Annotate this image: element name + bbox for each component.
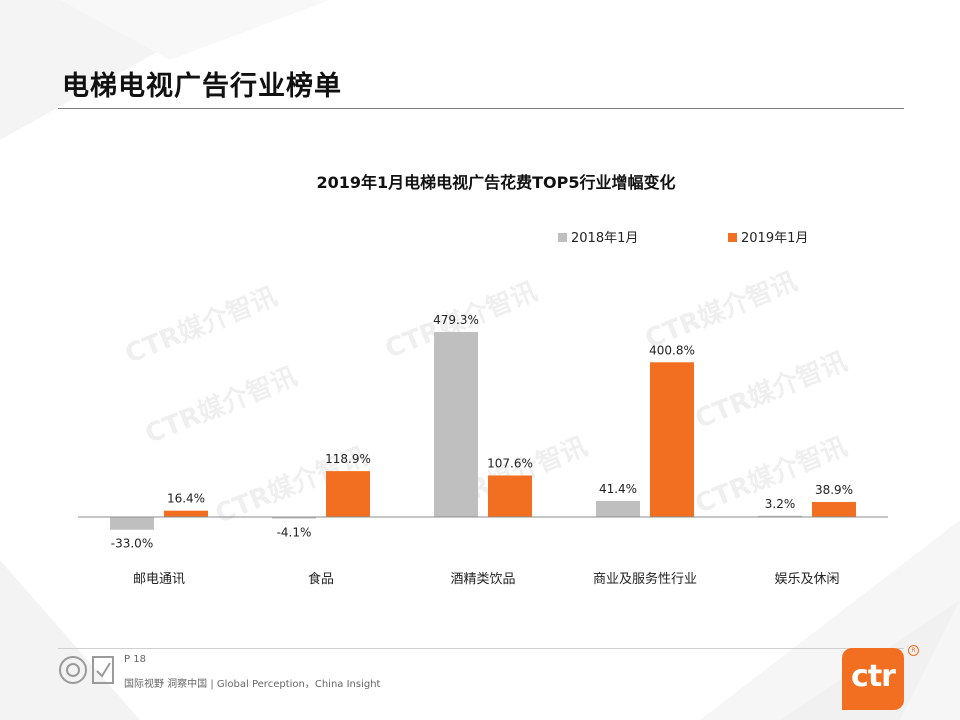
bar-2018-1 xyxy=(272,517,316,519)
bar-2018-3 xyxy=(596,501,640,517)
bar-2018-4 xyxy=(758,515,802,517)
chart-labels: -33.0% 16.4% 邮电通讯 -4.1% 118.9% 食品 479.3% 107.6%… xyxy=(111,313,853,587)
bar-chart: 2019年1月电梯电视广告花费TOP5行业增幅变化 2018年1月 2019年1月… xyxy=(78,173,888,587)
chart-legend: 2018年1月 2019年1月 xyxy=(558,231,808,246)
category-label: 酒精类饮品 xyxy=(450,572,515,587)
page-title: 电梯电视广告行业榜单 xyxy=(62,71,342,102)
chart-title: 2019年1月电梯电视广告花费TOP5行业增幅变化 xyxy=(316,173,675,192)
bar-2019-4 xyxy=(812,501,856,517)
bar-2018-0 xyxy=(110,517,154,530)
bar-2019-1 xyxy=(326,471,370,517)
category-label: 邮电通讯 xyxy=(133,572,185,587)
data-label: 41.4% xyxy=(599,482,637,496)
legend-label: 2018年1月 xyxy=(571,231,638,246)
footer-tagline: 国际视野 洞察中国 | Global Perception，China Insi… xyxy=(124,679,381,690)
data-label: 38.9% xyxy=(815,483,853,497)
bar-2018-2 xyxy=(434,331,478,517)
category-label: 娱乐及休闲 xyxy=(774,572,839,587)
bar-2019-2 xyxy=(488,475,532,517)
category-label: 食品 xyxy=(308,571,334,587)
data-label: 3.2% xyxy=(765,497,796,511)
data-label: 479.3% xyxy=(433,313,479,327)
data-label: 16.4% xyxy=(167,492,205,506)
data-label: -33.0% xyxy=(111,537,153,551)
footer-divider xyxy=(58,648,904,649)
registered-mark-icon: R xyxy=(908,645,919,656)
data-label: 400.8% xyxy=(649,343,695,357)
bar-2019-0 xyxy=(164,510,208,517)
legend-swatch xyxy=(558,233,567,242)
chart-bars xyxy=(110,331,856,530)
legend-label: 2019年1月 xyxy=(741,231,808,246)
legend-swatch xyxy=(728,233,737,242)
page-number: P 18 xyxy=(124,654,146,665)
ctr-logo-icon: ctr xyxy=(842,648,904,710)
data-label: -4.1% xyxy=(277,526,312,540)
title-divider xyxy=(58,108,904,109)
sgs-certification-icon xyxy=(59,656,114,684)
data-label: 118.9% xyxy=(325,452,371,466)
data-label: 107.6% xyxy=(487,456,533,470)
category-label: 商业及服务性行业 xyxy=(593,571,697,587)
bar-2019-3 xyxy=(650,362,694,517)
